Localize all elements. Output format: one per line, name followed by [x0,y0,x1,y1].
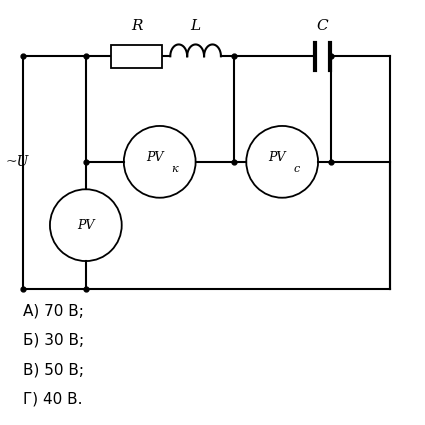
Text: C: C [317,19,328,33]
Bar [111,45,162,68]
Text: А) 70 В;: А) 70 В; [23,303,83,318]
Text: Б) 30 В;: Б) 30 В; [23,333,84,348]
Text: L: L [190,19,201,33]
Text: PV: PV [269,151,286,164]
Text: к: к [172,164,178,174]
Text: PV: PV [146,151,163,164]
Text: с: с [294,164,300,174]
Text: PV: PV [77,219,94,232]
Text: ~U: ~U [6,155,29,169]
Text: В) 50 В;: В) 50 В; [23,362,83,377]
Text: R: R [131,19,142,33]
Text: Г) 40 В.: Г) 40 В. [23,392,82,407]
